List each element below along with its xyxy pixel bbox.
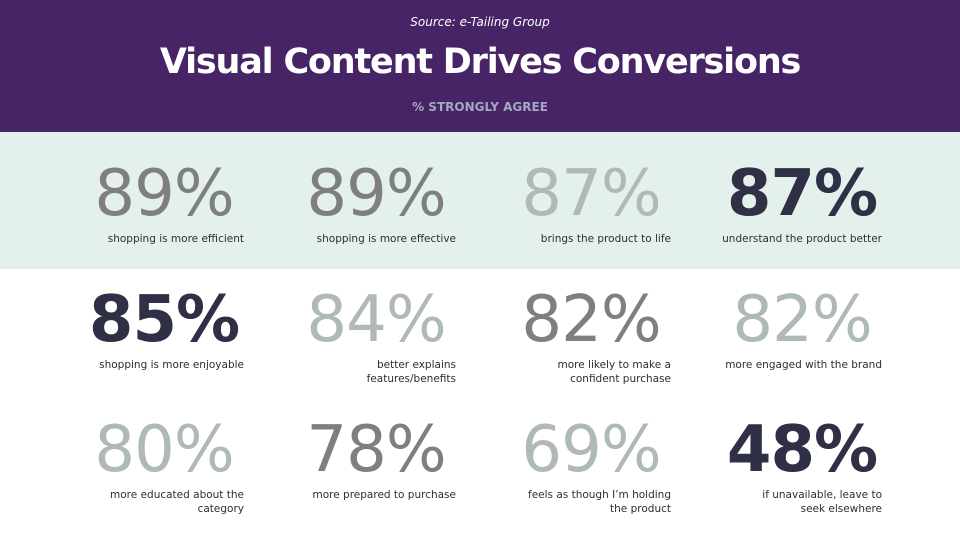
stat-engaged-brand: 82% more engaged with the brand: [722, 284, 882, 372]
stat-value: 69%: [521, 413, 661, 487]
stat-value: 82%: [521, 283, 661, 357]
stat-leave-elsewhere: 48% if unavailable, leave to seek elsewh…: [722, 414, 882, 516]
stat-value: 89%: [306, 157, 446, 231]
stat-value: 89%: [94, 157, 234, 231]
stat-label: if unavailable, leave to seek elsewhere: [762, 489, 882, 515]
header-banner: Source: e-Tailing Group Visual Content D…: [0, 0, 960, 132]
stat-enjoyable: 85% shopping is more enjoyable: [84, 284, 244, 372]
stat-explains-features: 84% better explains features/benefits: [296, 284, 456, 386]
stat-value: 85%: [88, 283, 240, 357]
stat-label: understand the product better: [722, 233, 882, 245]
stat-label: more likely to make a confident purchase: [557, 359, 672, 385]
stat-label: more engaged with the brand: [725, 359, 882, 371]
stat-label: feels as though I’m holding the product: [528, 489, 671, 515]
stat-holding-product: 69% feels as though I’m holding the prod…: [511, 414, 671, 516]
stat-label: shopping is more enjoyable: [99, 359, 244, 371]
stat-label: better explains features/benefits: [366, 359, 456, 385]
page-title: Visual Content Drives Conversions: [159, 42, 802, 82]
stat-understand-better: 87% understand the product better: [722, 158, 882, 246]
stat-label: more educated about the category: [110, 489, 244, 515]
stat-value: 82%: [732, 283, 872, 357]
stat-value: 48%: [726, 413, 878, 487]
stat-label: shopping is more efficient: [107, 233, 244, 245]
stat-label: shopping is more effective: [316, 233, 456, 245]
stat-value: 80%: [94, 413, 234, 487]
highlight-band: [0, 132, 960, 269]
stat-label: brings the product to life: [540, 233, 671, 245]
stat-value: 84%: [306, 283, 446, 357]
stat-prepared: 78% more prepared to purchase: [296, 414, 456, 502]
stat-efficient: 89% shopping is more efficient: [84, 158, 244, 246]
page-subtitle: % STRONGLY AGREE: [412, 100, 548, 114]
stat-value: 87%: [521, 157, 661, 231]
stat-educated: 80% more educated about the category: [84, 414, 244, 516]
stat-value: 87%: [726, 157, 878, 231]
source-credit: Source: e-Tailing Group: [410, 15, 550, 29]
stat-value: 78%: [306, 413, 446, 487]
stat-product-to-life: 87% brings the product to life: [511, 158, 671, 246]
stat-label: more prepared to purchase: [312, 489, 456, 501]
stat-confident-purchase: 82% more likely to make a confident purc…: [511, 284, 671, 386]
stat-effective: 89% shopping is more effective: [296, 158, 456, 246]
